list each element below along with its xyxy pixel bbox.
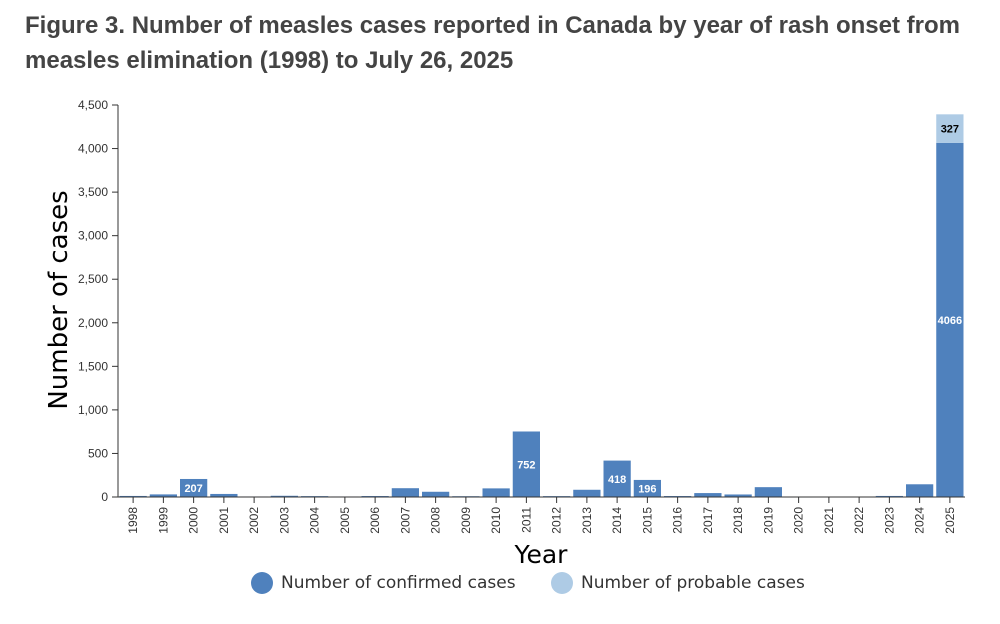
x-tick-label-2014: 2014 — [610, 507, 624, 534]
bar-confirmed-2011 — [512, 431, 540, 497]
x-tick-label-2005: 2005 — [338, 507, 352, 534]
data-label-confirmed-2014: 418 — [608, 474, 626, 486]
data-label-confirmed-2025: 4066 — [938, 315, 962, 327]
bar-confirmed-2025 — [936, 142, 964, 497]
bar-confirmed-2017 — [694, 493, 722, 497]
data-label-probable-2025: 327 — [941, 124, 959, 136]
bar-confirmed-2015 — [633, 479, 661, 497]
y-axis: 0 500 1,000 1,500 2,000 2,500 3,000 3,500 4,000 4… — [78, 98, 119, 504]
x-axis: 1998 1999 2000 2001 2002 2003 2004 2005 2006 2007… — [118, 496, 965, 534]
x-tick-label-2001: 2001 — [217, 507, 231, 534]
x-tick-label-2021: 2021 — [822, 507, 836, 534]
x-tick-label-2006: 2006 — [368, 507, 382, 534]
y-tick-label-4000: 4,000 — [78, 142, 108, 156]
legend-item-confirmed: Number of confirmed cases — [251, 572, 516, 594]
x-tick-label-2017: 2017 — [701, 507, 715, 534]
bar-confirmed-2001 — [210, 493, 238, 497]
x-tick-label-2016: 2016 — [671, 507, 685, 534]
legend: Number of confirmed cases Number of prob… — [0, 572, 1000, 602]
bar-confirmed-2018 — [724, 494, 752, 497]
y-tick-label-2000: 2,000 — [78, 316, 108, 330]
bar-confirmed-1999 — [149, 494, 177, 497]
x-tick-label-1998: 1998 — [126, 507, 140, 534]
x-tick-label-2011: 2011 — [519, 507, 533, 533]
bar-confirmed-2010 — [482, 488, 510, 497]
x-tick-label-2023: 2023 — [882, 507, 896, 534]
bar-confirmed-1998 — [119, 495, 147, 497]
x-tick-label-2020: 2020 — [792, 507, 806, 534]
x-tick-label-2002: 2002 — [247, 507, 261, 534]
data-labels-layer: 207 752 418 196 4066 327 — [184, 124, 962, 496]
legend-swatch-confirmed — [251, 572, 273, 594]
x-tick-label-2000: 2000 — [187, 507, 201, 534]
x-tick-label-2013: 2013 — [580, 507, 594, 534]
bar-probable-2025 — [936, 114, 964, 143]
legend-label-probable: Number of probable cases — [581, 573, 805, 593]
bar-confirmed-2023 — [875, 495, 903, 497]
x-tick-label-2009: 2009 — [459, 507, 473, 534]
data-label-confirmed-2015: 196 — [638, 483, 656, 495]
y-tick-label-1500: 1,500 — [78, 359, 108, 373]
bar-confirmed-2000 — [180, 478, 208, 497]
x-tick-label-2012: 2012 — [550, 507, 564, 534]
x-tick-label-2022: 2022 — [852, 507, 866, 534]
legend-label-confirmed: Number of confirmed cases — [281, 573, 516, 593]
x-tick-label-2003: 2003 — [277, 507, 291, 534]
bar-confirmed-2014 — [603, 460, 631, 497]
y-tick-label-3000: 3,000 — [78, 229, 108, 243]
bars-layer — [119, 114, 964, 498]
x-axis-title: Year — [514, 540, 569, 569]
x-tick-label-2007: 2007 — [398, 507, 412, 534]
x-tick-label-2004: 2004 — [308, 507, 322, 534]
y-axis-title: Number of cases — [44, 190, 74, 409]
y-tick-label-2500: 2,500 — [78, 272, 108, 286]
y-tick-label-1000: 1,000 — [78, 403, 108, 417]
bar-confirmed-2024 — [906, 484, 934, 497]
bar-confirmed-2013 — [573, 489, 601, 497]
x-tick-label-2008: 2008 — [429, 507, 443, 534]
data-label-confirmed-2000: 207 — [184, 483, 202, 495]
bar-confirmed-2008 — [422, 491, 450, 497]
y-tick-label-0: 0 — [101, 490, 108, 504]
y-tick-label-4500: 4,500 — [78, 98, 108, 112]
bar-confirmed-2019 — [754, 487, 782, 497]
bar-confirmed-2003 — [270, 495, 298, 497]
x-tick-label-1999: 1999 — [156, 507, 170, 534]
chart-title: Figure 3. Number of measles cases report… — [25, 12, 960, 74]
y-tick-label-500: 500 — [88, 446, 108, 460]
legend-item-probable: Number of probable cases — [551, 572, 805, 594]
legend-swatch-probable — [551, 572, 573, 594]
data-label-confirmed-2011: 752 — [517, 459, 535, 471]
bar-confirmed-2007 — [391, 488, 419, 497]
x-tick-label-2025: 2025 — [943, 507, 957, 534]
y-tick-label-3500: 3,500 — [78, 185, 108, 199]
x-tick-label-2018: 2018 — [731, 507, 745, 534]
x-tick-label-2024: 2024 — [913, 507, 927, 534]
x-tick-label-2015: 2015 — [640, 507, 654, 534]
x-tick-label-2010: 2010 — [489, 507, 503, 534]
x-tick-label-2019: 2019 — [761, 507, 775, 534]
